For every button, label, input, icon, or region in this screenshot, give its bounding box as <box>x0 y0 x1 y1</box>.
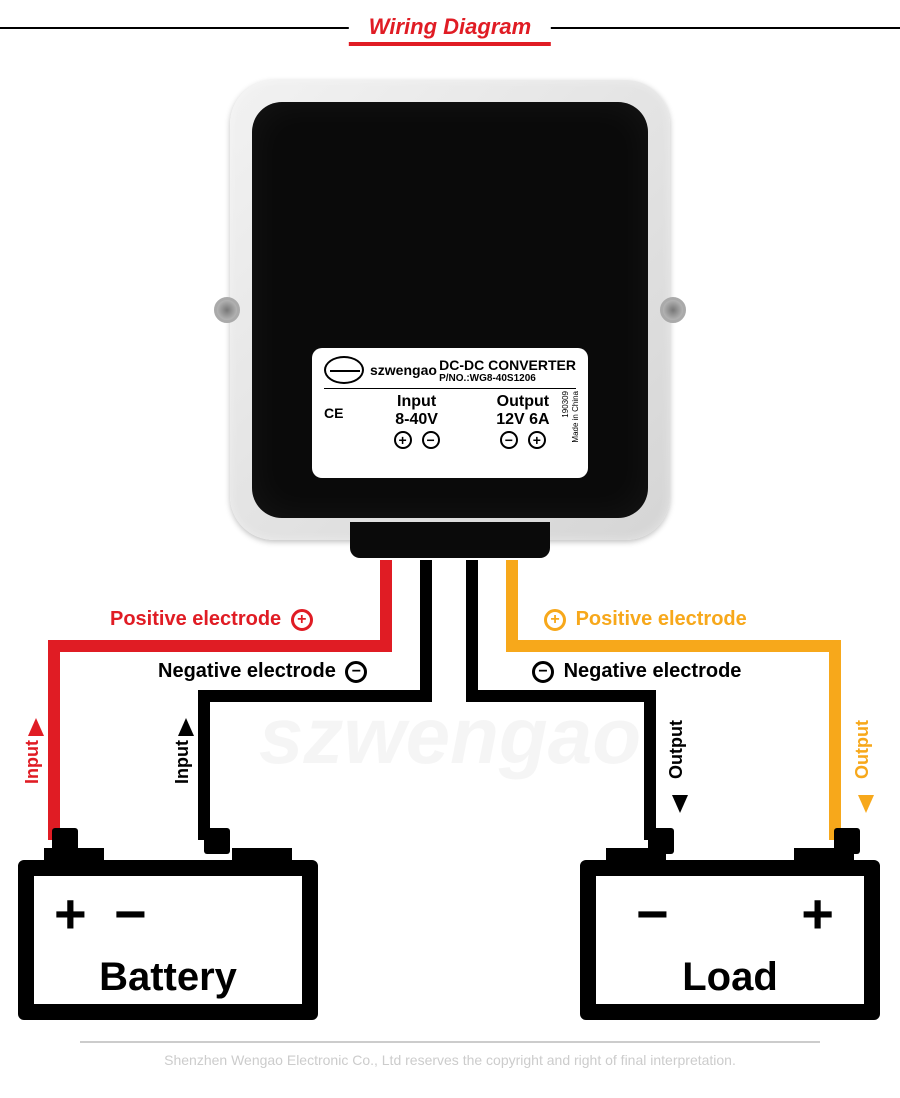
terminal-icon <box>204 828 230 854</box>
batch-label: 190309 <box>561 391 570 418</box>
page-title: Wiring Diagram <box>349 12 551 46</box>
minus-icon: − <box>345 661 367 683</box>
load-box: − + Load <box>580 860 880 1020</box>
input-heading: Input <box>363 393 469 411</box>
brand-logo-icon <box>324 356 364 384</box>
output-negative-label: − Negative electrode <box>528 660 741 683</box>
terminal-icon <box>648 828 674 854</box>
output-flow-label: Output <box>852 720 873 779</box>
input-value: 8-40V <box>363 411 469 429</box>
minus-icon: − <box>422 431 440 449</box>
arrow-up-icon <box>28 718 44 736</box>
wire-input-negative <box>198 690 432 702</box>
wire-output-negative <box>644 690 656 840</box>
wire-output-negative <box>466 690 656 702</box>
wire-input-positive <box>380 560 392 640</box>
input-flow-label: Input <box>172 740 193 784</box>
output-flow-label: Output <box>666 720 687 779</box>
minus-sign: − <box>636 886 669 942</box>
terminal-icon <box>834 828 860 854</box>
input-negative-label: Negative electrode − <box>158 660 371 683</box>
brand-name: szwengao <box>370 362 437 378</box>
wire-connector <box>350 522 550 558</box>
wire-input-positive <box>48 640 60 840</box>
arrow-down-icon <box>858 795 874 813</box>
device-label-panel: szwengao DC-DC CONVERTER P/NO.:WG8-40S12… <box>312 348 588 478</box>
wire-output-positive <box>506 640 841 652</box>
device-title: DC-DC CONVERTER <box>439 357 576 373</box>
wire-output-negative <box>466 560 478 690</box>
output-positive-label: + Positive electrode <box>540 608 747 631</box>
device-body: szwengao DC-DC CONVERTER P/NO.:WG8-40S12… <box>252 102 648 518</box>
ce-mark: CE <box>324 405 343 421</box>
arrow-up-icon <box>178 718 194 736</box>
battery-label: Battery <box>34 955 302 1000</box>
plus-sign: + <box>54 886 87 942</box>
footer-copyright: Shenzhen Wengao Electronic Co., Ltd rese… <box>0 1052 900 1068</box>
converter-device: szwengao DC-DC CONVERTER P/NO.:WG8-40S12… <box>230 80 670 540</box>
label-header: szwengao DC-DC CONVERTER P/NO.:WG8-40S12… <box>324 356 576 389</box>
made-in-label: Made in China <box>571 391 580 443</box>
label-io: CE Input 8-40V + − Output 12V 6A − + <box>324 389 576 449</box>
mount-hole-icon <box>660 297 686 323</box>
minus-icon: − <box>532 661 554 683</box>
plus-icon: + <box>528 431 546 449</box>
wire-input-negative <box>420 560 432 690</box>
load-label: Load <box>596 955 864 1000</box>
minus-icon: − <box>500 431 518 449</box>
mount-hole-icon <box>214 297 240 323</box>
battery-cap-icon <box>232 848 292 868</box>
wire-output-positive <box>506 560 518 640</box>
plus-icon: + <box>544 609 566 631</box>
minus-sign: − <box>114 886 147 942</box>
input-flow-label: Input <box>22 740 43 784</box>
battery-box: + − Battery <box>18 860 318 1020</box>
plus-sign: + <box>801 886 834 942</box>
input-positive-label: Positive electrode + <box>110 608 317 631</box>
wire-input-positive <box>48 640 392 652</box>
footer-divider <box>80 1041 820 1043</box>
terminal-icon <box>52 828 78 854</box>
arrow-down-icon <box>672 795 688 813</box>
watermark: szwengao <box>259 690 641 782</box>
plus-icon: + <box>394 431 412 449</box>
wire-output-positive <box>829 640 841 840</box>
device-partno: P/NO.:WG8-40S1206 <box>439 373 576 384</box>
plus-icon: + <box>291 609 313 631</box>
wire-input-negative <box>198 690 210 840</box>
